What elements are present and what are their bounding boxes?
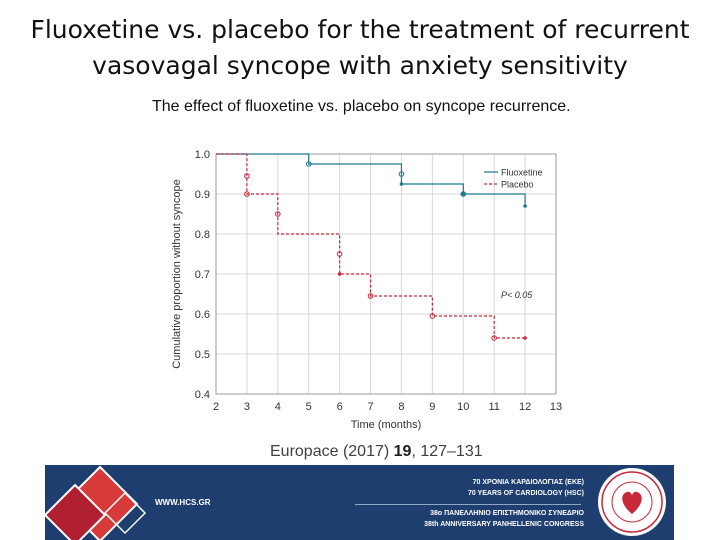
x-tick-label: 2 <box>213 401 219 413</box>
legend-label-placebo: Placebo <box>501 180 534 190</box>
y-tick-label: 0.5 <box>195 349 210 361</box>
y-tick-label: 0.8 <box>195 229 210 241</box>
y-tick-label: 1.0 <box>195 149 210 161</box>
plot-frame <box>215 153 557 395</box>
reference-volume: 19 <box>393 443 412 460</box>
x-tick-label: 4 <box>275 401 281 413</box>
censored-marker-placebo <box>429 313 436 319</box>
censored-marker-placebo <box>244 191 250 197</box>
p-value-annotation: P< 0.05 <box>501 290 533 300</box>
event-marker-fluoxetine <box>523 204 527 208</box>
x-tick-label: 7 <box>367 401 373 413</box>
website-url: WWW.HCS.GR <box>155 498 211 507</box>
censored-marker-fluoxetine <box>398 171 405 177</box>
censored-marker-placebo <box>244 173 250 179</box>
y-tick-label: 0.4 <box>195 389 210 401</box>
footer-separator <box>355 504 581 505</box>
x-tick-label: 3 <box>244 401 250 413</box>
censored-marker-placebo <box>336 251 343 257</box>
censored-marker-placebo <box>275 211 281 217</box>
reference-journal: Europace (2017) <box>270 443 390 460</box>
event-marker-placebo <box>337 272 342 276</box>
series-line-placebo <box>216 153 526 339</box>
km-chart: 2 3 4 5 6 7 8 9 10 11 12 13 0.4 0.5 0.6 0.7 0.8 0.9 1.0 Tim… <box>166 122 566 442</box>
x-tick-label: 5 <box>306 401 312 413</box>
censored-marker-placebo <box>491 335 497 341</box>
event-marker-fluoxetine <box>399 182 404 186</box>
slide-title: Fluoxetine vs. placebo for the treatment… <box>30 15 690 80</box>
censored-marker-fluoxetine <box>305 161 312 167</box>
km-chart-svg: 2 3 4 5 6 7 8 9 10 11 12 13 0.4 0.5 0.6 0.7 0.8 0.9 1.0 Tim… <box>171 149 562 431</box>
censored-marker-fluoxetine <box>460 191 467 197</box>
censored-marker-placebo <box>367 293 374 299</box>
reference-citation: Europace (2017) 19, 127–131 <box>270 443 483 461</box>
y-tick-label: 0.6 <box>195 309 210 321</box>
footer-line-4: 38th ANNIVERSARY PANHELLENIC CONGRESS <box>424 521 584 528</box>
y-tick-label: 0.9 <box>195 189 210 201</box>
event-marker-placebo <box>523 336 527 340</box>
figure-caption: The effect of fluoxetine vs. placebo on … <box>152 98 571 115</box>
x-axis-label: Time (months) <box>351 419 422 431</box>
y-tick-label: 0.7 <box>195 269 210 281</box>
event-marker-fluoxetine <box>461 192 466 196</box>
reference-pages: , 127–131 <box>411 443 483 460</box>
x-tick-label: 9 <box>429 401 435 413</box>
society-seal-icon <box>598 468 666 536</box>
x-tick-label: 11 <box>488 401 499 413</box>
footer-line-1: 70 ΧΡΟΝΙΑ ΚΑΡΔΙΟΛΟΓΙΑΣ (ΕΚΕ) <box>472 479 584 486</box>
legend-label-fluoxetine: Fluoxetine <box>501 168 543 178</box>
diamond-logo-graphic <box>45 465 147 540</box>
x-tick-label: 10 <box>457 401 469 413</box>
x-tick-label: 8 <box>398 401 404 413</box>
y-axis-label: Cumulative proportion without syncope <box>171 179 183 369</box>
footer-line-3: 38ο ΠΑΝΕΛΛΗΝΙΟ ΕΠΙΣΤΗΜΟΝΙΚΟ ΣΥΝΕΔΡΙΟ <box>430 510 584 517</box>
x-tick-label: 13 <box>550 401 562 413</box>
footer-line-2: 70 YEARS OF CARDIOLOGY (HSC) <box>467 490 584 497</box>
conference-footer-banner: WWW.HCS.GR 70 ΧΡΟΝΙΑ ΚΑΡΔΙΟΛΟΓΙΑΣ (ΕΚΕ) … <box>45 465 674 540</box>
x-tick-label: 12 <box>519 401 531 413</box>
x-tick-label: 6 <box>337 401 343 413</box>
